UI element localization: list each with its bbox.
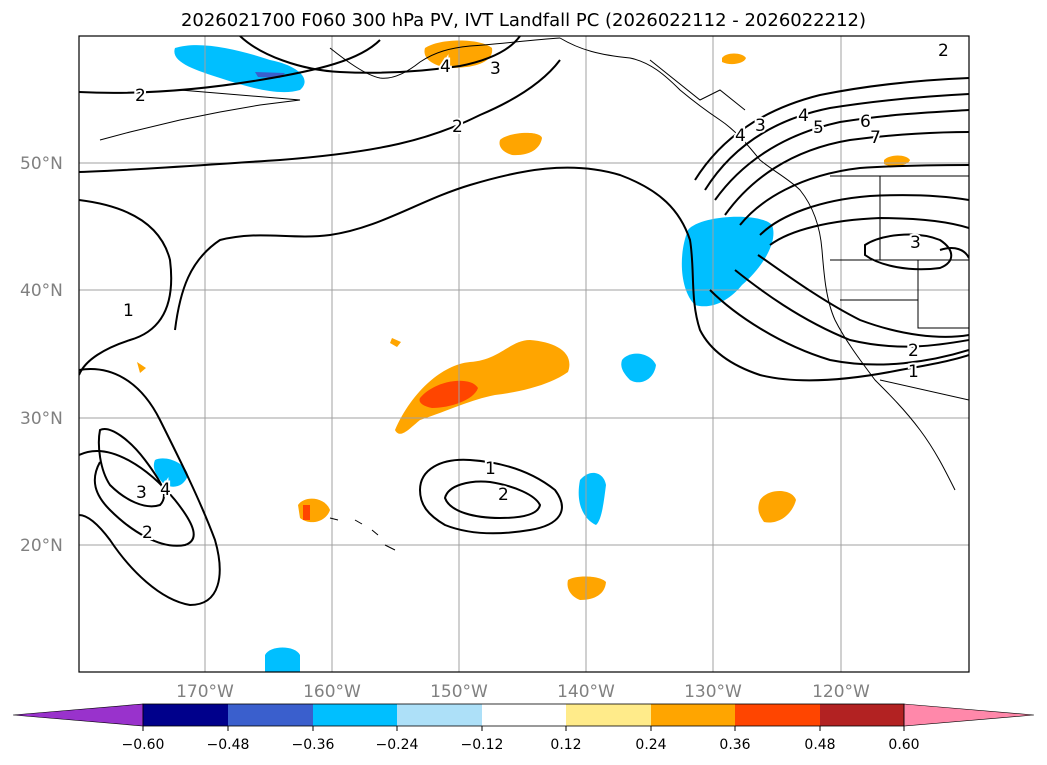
contour-line — [714, 109, 969, 201]
contour-line — [709, 289, 969, 366]
contour-label: 3 — [755, 116, 766, 136]
negative-anomaly-region — [681, 216, 774, 307]
contour-label: 2 — [938, 41, 949, 61]
contour-line — [694, 77, 969, 181]
contour-label: 6 — [860, 112, 871, 132]
contour-label: 7 — [870, 128, 881, 148]
contour-label: 4 — [798, 106, 809, 126]
positive-anomaly-core — [419, 380, 478, 408]
contour-line — [759, 194, 969, 236]
contour-line — [443, 480, 542, 520]
colorbar-segment — [566, 704, 651, 726]
contour-line — [79, 368, 221, 607]
colorbar-tick-label: 0.48 — [804, 737, 835, 753]
contour-label: 1 — [908, 362, 919, 382]
contour-label: 4 — [160, 480, 171, 500]
colorbar-tick-label: 0.36 — [719, 737, 750, 753]
positive-anomaly-region — [395, 340, 570, 434]
contour-labels: 2 4 3 2 1 3 4 2 1 2 4 5 6 3 2 1 3 4 2 7 — [121, 39, 951, 545]
colorbar-tick-label: −0.36 — [292, 737, 335, 753]
contour-label: 3 — [136, 483, 147, 503]
contour-label: 4 — [735, 126, 746, 146]
contour-line — [418, 458, 563, 535]
lon-label-150w: 150°W — [430, 682, 488, 702]
contour-line — [769, 216, 969, 246]
colorbar-tick-label: −0.60 — [122, 737, 165, 753]
lon-label-130w: 130°W — [684, 682, 742, 702]
colorbar-extend-high — [903, 703, 1035, 727]
lon-label-170w: 170°W — [176, 682, 234, 702]
colorbar-segment — [397, 704, 482, 726]
contour-line — [79, 450, 195, 547]
colorbar-segment — [651, 704, 735, 726]
lon-label-140w: 140°W — [557, 682, 615, 702]
colorbar-segment — [482, 704, 566, 726]
ivt-contours — [79, 36, 969, 607]
colorbar-tick-label: −0.24 — [376, 737, 419, 753]
contour-label: 5 — [813, 118, 824, 138]
colorbar-tick-label: −0.48 — [207, 737, 250, 753]
contour-label: 2 — [452, 117, 463, 137]
negative-anomaly-region — [174, 45, 305, 93]
colorbar-segment — [143, 704, 228, 726]
contour-line — [97, 428, 165, 508]
contour-line — [939, 247, 969, 259]
contour-label: 3 — [910, 233, 921, 253]
contour-label: 2 — [142, 523, 153, 543]
map-title: 2026021700 F060 300 hPa PV, IVT Landfall… — [180, 10, 867, 31]
latitude-labels: 50°N 40°N 30°N 20°N — [20, 154, 63, 556]
contour-label: 3 — [490, 59, 501, 79]
lon-label-120w: 120°W — [812, 682, 870, 702]
contour-line — [734, 269, 969, 348]
colorbar-extend-low — [12, 703, 144, 727]
colorbar-segment — [313, 704, 397, 726]
lat-label-50n: 50°N — [20, 154, 63, 174]
contour-line — [79, 199, 173, 376]
colorbar-segment — [820, 704, 904, 726]
contour-line — [79, 39, 381, 94]
colorbar-segment — [228, 704, 313, 726]
colorbar: −0.60 −0.48 −0.36 −0.24 −0.12 0.12 0.24 … — [12, 703, 1035, 753]
lat-label-40n: 40°N — [20, 281, 63, 301]
contour-line — [704, 93, 969, 191]
map-frame — [78, 35, 970, 673]
colorbar-tick-label: 0.12 — [550, 737, 581, 753]
colorbar-segment — [735, 704, 820, 726]
lat-label-20n: 20°N — [20, 536, 63, 556]
contour-line — [239, 36, 521, 74]
longitude-labels: 170°W 160°W 150°W 140°W 130°W 120°W — [176, 682, 870, 702]
contour-label: 2 — [498, 485, 509, 505]
lon-label-160w: 160°W — [303, 682, 361, 702]
contour-line — [739, 164, 969, 226]
graticule — [79, 36, 969, 672]
colorbar-tick-label: 0.60 — [888, 737, 919, 753]
contour-label: 1 — [123, 301, 134, 321]
colorbar-tick-label: −0.12 — [461, 737, 504, 753]
contour-line — [174, 166, 969, 382]
contour-label: 2 — [908, 341, 919, 361]
contour-label: 1 — [485, 459, 496, 479]
contour-line — [864, 233, 953, 271]
pv-anomaly-fills — [137, 40, 910, 672]
contour-label: 2 — [135, 86, 146, 106]
contour-line — [757, 254, 969, 338]
contour-label: 4 — [440, 57, 451, 77]
contour-line — [724, 131, 969, 216]
lat-label-30n: 30°N — [20, 409, 63, 429]
contour-line — [79, 59, 561, 173]
positive-anomaly-region — [424, 40, 493, 68]
colorbar-tick-label: 0.24 — [635, 737, 666, 753]
